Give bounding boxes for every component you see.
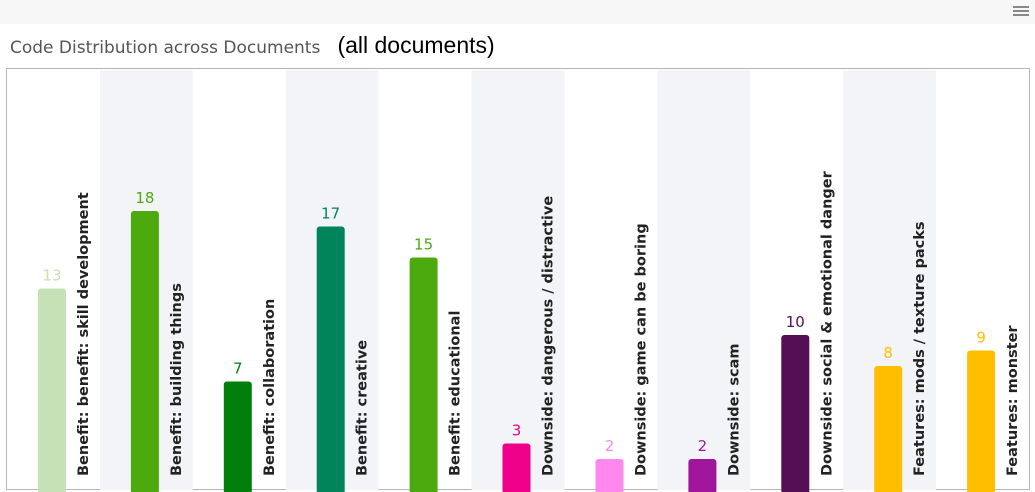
- bar[interactable]: [595, 459, 624, 492]
- column-band: [657, 70, 751, 490]
- chart-toolbar: [0, 0, 1035, 24]
- data-label: 18: [135, 189, 154, 207]
- chart-title: Code Distribution across Documents: [10, 38, 321, 58]
- bar[interactable]: [967, 350, 996, 492]
- category-label: Downside: scam: [726, 344, 742, 477]
- menu-line: [1013, 6, 1029, 8]
- data-label: 8: [883, 344, 893, 362]
- data-label: 15: [414, 236, 433, 254]
- data-label: 13: [42, 267, 61, 285]
- category-label: Features: mods / texture packs: [912, 221, 928, 476]
- category-label: Benefit: educational: [448, 311, 464, 476]
- bar[interactable]: [688, 459, 717, 492]
- category-label: Downside: dangerous / distractive: [541, 196, 557, 476]
- bar[interactable]: [130, 211, 159, 492]
- category-label: Benefit: creative: [355, 340, 371, 476]
- bar[interactable]: [781, 335, 810, 492]
- category-label: Downside: game can be boring: [634, 223, 650, 476]
- bar[interactable]: [409, 257, 438, 492]
- chart-subtitle: (all documents): [337, 32, 495, 58]
- menu-line: [1013, 10, 1029, 12]
- hamburger-menu-icon[interactable]: [1013, 4, 1029, 20]
- chart-title-row: Code Distribution across Documents (all …: [10, 32, 495, 59]
- data-label: 3: [512, 422, 522, 440]
- category-label: Benefit: benefit: skill development: [76, 192, 92, 476]
- data-label: 9: [976, 329, 986, 347]
- column-band: [471, 70, 565, 490]
- category-label: Features: monster: [1005, 325, 1021, 476]
- menu-line: [1013, 14, 1029, 16]
- data-label: 10: [786, 313, 805, 331]
- category-label: Benefit: building things: [169, 283, 185, 476]
- data-label: 2: [605, 437, 615, 455]
- bar[interactable]: [874, 366, 903, 492]
- bar[interactable]: [316, 226, 345, 492]
- bar[interactable]: [38, 288, 66, 492]
- bar[interactable]: [223, 381, 252, 492]
- data-label: 17: [321, 205, 340, 223]
- category-label: Benefit: collaboration: [262, 299, 278, 476]
- category-label: Downside: social & emotional danger: [819, 170, 835, 476]
- bar[interactable]: [502, 443, 531, 492]
- data-label: 2: [698, 437, 708, 455]
- data-label: 7: [233, 360, 243, 378]
